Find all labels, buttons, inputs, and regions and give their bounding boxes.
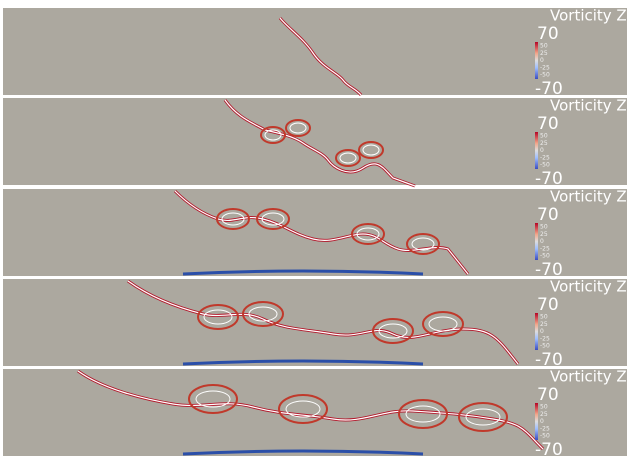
colorbar-tick-label: 25 [540, 411, 548, 418]
colorbar-tick-label: -25 [540, 154, 550, 161]
colorbar-tick-label: -50 [540, 72, 550, 79]
colorbar-max: 70 [537, 114, 559, 134]
colorbar-title: Vorticity Z [550, 368, 627, 386]
panel-background [3, 98, 627, 185]
colorbar-tick-label: 25 [540, 50, 548, 57]
panel-background [3, 8, 627, 95]
colorbar-tick-label: -25 [540, 245, 550, 252]
colorbar-tick-label: 50 [540, 133, 548, 140]
colorbar-tick-label: 0 [540, 418, 544, 425]
colorbar-min: -70 [535, 169, 563, 189]
colorbar-tick-label: -50 [540, 343, 550, 350]
colorbar-title: Vorticity Z [550, 278, 627, 296]
colorbar-tick-label: 0 [540, 147, 544, 154]
colorbar-tick-label: 0 [540, 57, 544, 64]
colorbar-tick-label: -50 [540, 253, 550, 260]
colorbar-min: -70 [535, 440, 563, 456]
colorbar-title: Vorticity Z [550, 188, 627, 206]
colorbar-tick-label: -25 [540, 335, 550, 342]
colorbar-tick-label: -50 [540, 162, 550, 169]
visualization: Vorticity Z70-7050250-25-50Vorticity Z70… [0, 0, 627, 456]
panel-background [3, 189, 627, 276]
colorbar-tick-label: 50 [540, 314, 548, 321]
colorbar-max: 70 [537, 295, 559, 315]
colorbar-title: Vorticity Z [550, 97, 627, 115]
colorbar-max: 70 [537, 24, 559, 44]
colorbar-title: Vorticity Z [550, 7, 627, 25]
colorbar [535, 132, 538, 169]
panel-background [3, 279, 627, 366]
colorbar-tick-label: 50 [540, 43, 548, 50]
colorbar [535, 223, 538, 260]
colorbar [535, 313, 538, 350]
colorbar [535, 403, 538, 440]
colorbar-max: 70 [537, 205, 559, 225]
colorbar-tick-label: -50 [540, 433, 550, 440]
colorbar-tick-label: 0 [540, 328, 544, 335]
colorbar-tick-label: 25 [540, 321, 548, 328]
colorbar-tick-label: 50 [540, 404, 548, 411]
colorbar-tick-label: -25 [540, 425, 550, 432]
colorbar-max: 70 [537, 385, 559, 405]
colorbar-tick-label: 0 [540, 238, 544, 245]
colorbar-tick-label: -25 [540, 64, 550, 71]
colorbar-tick-label: 25 [540, 231, 548, 238]
colorbar-tick-label: 25 [540, 140, 548, 147]
colorbar-tick-label: 50 [540, 224, 548, 231]
colorbar [535, 42, 538, 79]
